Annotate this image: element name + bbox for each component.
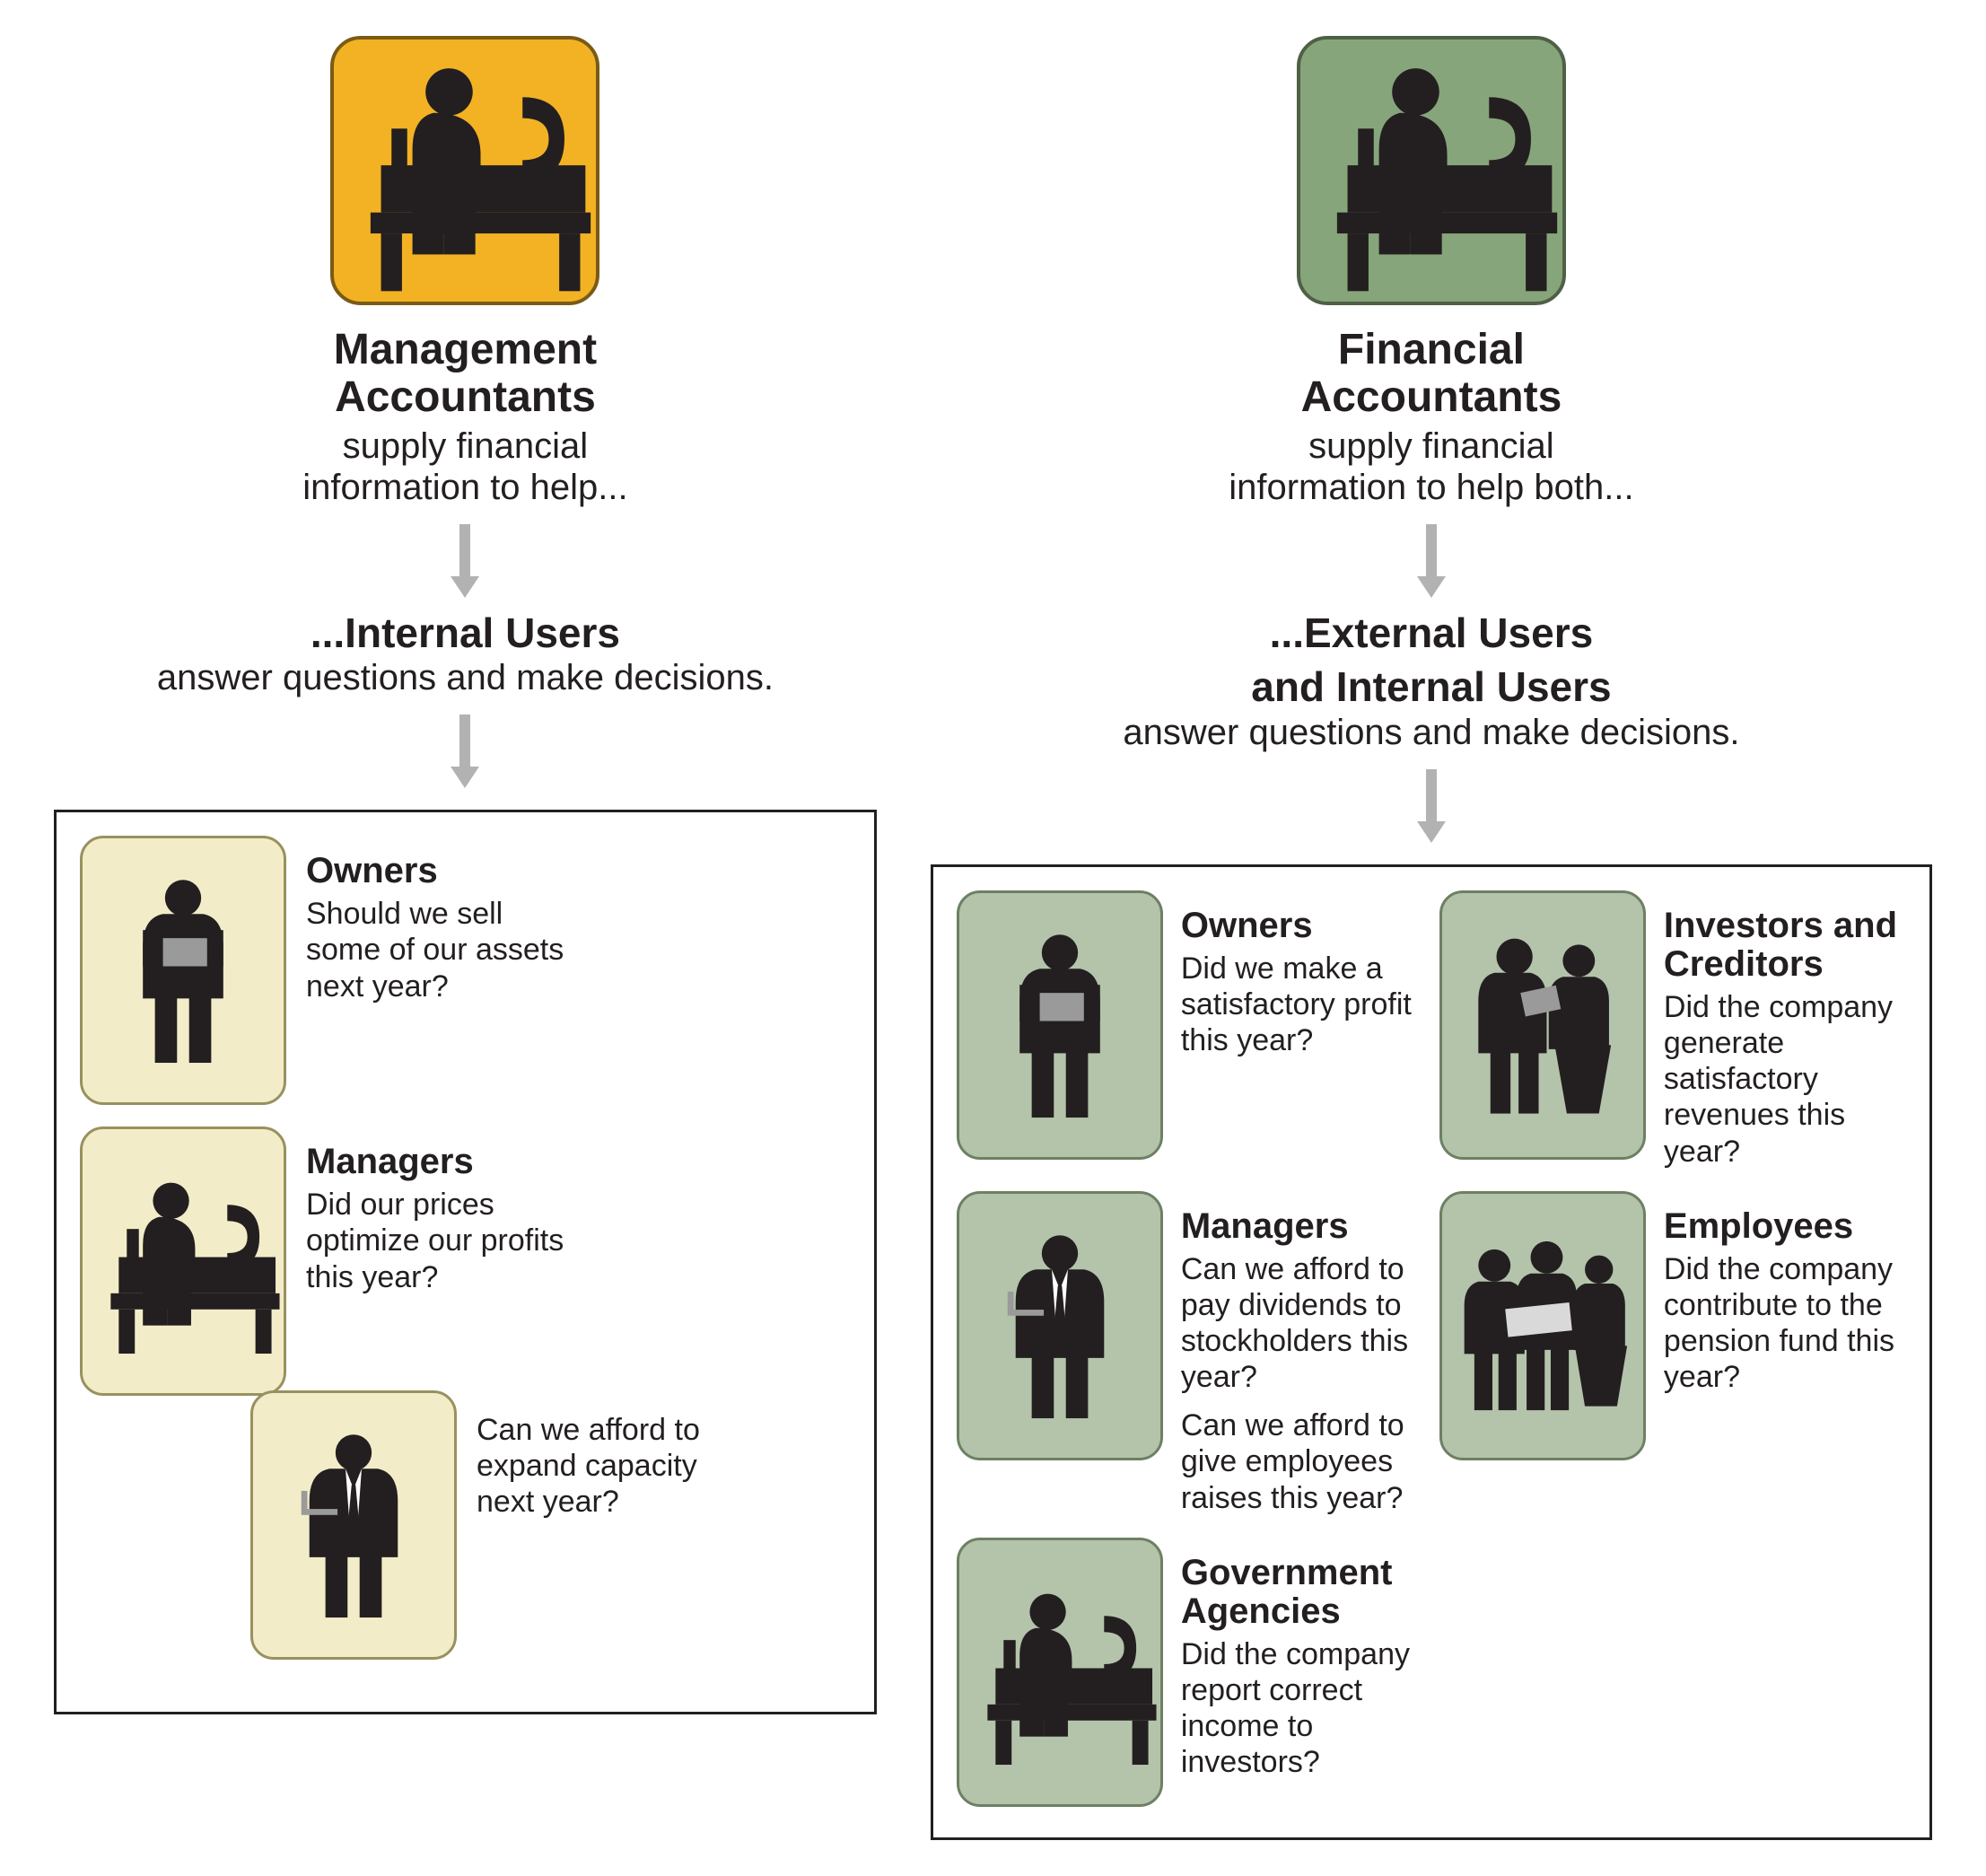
employees-title: Employees <box>1664 1207 1906 1246</box>
owners-title: Owners <box>1181 907 1423 945</box>
owners-title: Owners <box>306 852 575 890</box>
gov-desc: Did the company report correct income to… <box>1181 1636 1423 1780</box>
expand-row: Can we afford to expand capacity next ye… <box>250 1390 851 1660</box>
arrow-icon <box>1412 524 1451 600</box>
owners-icon <box>957 890 1163 1160</box>
management-header: Management Accountants supply financial … <box>302 327 627 508</box>
employees-icon <box>1439 1191 1646 1460</box>
external-users-sub: answer questions and make decisions. <box>1123 712 1739 753</box>
diagram-root: Management Accountants supply financial … <box>54 36 1932 1840</box>
financial-column: Financial Accountants supply financial i… <box>931 36 1932 1840</box>
gov-icon <box>957 1538 1163 1807</box>
management-icon <box>330 36 599 305</box>
internal-users-header: ...Internal Users answer questions and m… <box>157 610 774 699</box>
investors-cell: Investors and Creditors Did the company … <box>1439 890 1906 1170</box>
owners-icon <box>80 836 286 1105</box>
gov-cell: Government Agencies Did the company repo… <box>957 1538 1423 1807</box>
owners-row: Owners Should we sell some of our assets… <box>80 836 851 1105</box>
owners-desc: Should we sell some of our assets next y… <box>306 896 575 1004</box>
investors-title: Investors and Creditors <box>1664 907 1906 984</box>
financial-header: Financial Accountants supply financial i… <box>1229 327 1633 508</box>
financial-subtitle: supply financial information to help bot… <box>1229 425 1633 508</box>
managers-title: Managers <box>306 1143 575 1181</box>
managers-icon <box>80 1126 286 1396</box>
managers-desc: Did our prices optimize our profits this… <box>306 1187 575 1294</box>
arrow-icon <box>445 714 485 790</box>
gov-title: Government Agencies <box>1181 1554 1423 1631</box>
financial-title: Financial Accountants <box>1229 327 1633 422</box>
owners-cell: Owners Did we make a satisfactory profit… <box>957 890 1423 1170</box>
management-subtitle: supply financial information to help... <box>302 425 627 508</box>
expand-desc: Can we afford to expand capacity next ye… <box>477 1412 746 1520</box>
employees-desc: Did the company contribute to the pensio… <box>1664 1251 1906 1395</box>
external-users-panel: Owners Did we make a satisfactory profit… <box>931 864 1932 1840</box>
managers-cell: Managers Can we afford to pay dividends … <box>957 1191 1423 1516</box>
external-users-title: ...External Users <box>1123 610 1739 656</box>
managers-title: Managers <box>1181 1207 1423 1246</box>
investors-icon <box>1439 890 1646 1160</box>
expand-icon <box>250 1390 457 1660</box>
management-column: Management Accountants supply financial … <box>54 36 877 1714</box>
internal-users-sub: answer questions and make decisions. <box>157 657 774 698</box>
financial-icon <box>1297 36 1566 305</box>
managers-desc1: Can we afford to pay dividends to stockh… <box>1181 1251 1423 1395</box>
employees-cell: Employees Did the company contribute to … <box>1439 1191 1906 1516</box>
management-title: Management Accountants <box>302 327 627 422</box>
investors-desc: Did the company generate satisfactory re… <box>1664 989 1906 1170</box>
managers-icon <box>957 1191 1163 1460</box>
internal-users-title2: and Internal Users <box>1123 664 1739 710</box>
managers-desc2: Can we afford to give employees raises t… <box>1181 1407 1423 1515</box>
external-users-header: ...External Users and Internal Users ans… <box>1123 610 1739 753</box>
internal-users-panel: Owners Should we sell some of our assets… <box>54 810 877 1714</box>
arrow-icon <box>445 524 485 600</box>
arrow-icon <box>1412 769 1451 845</box>
internal-users-title: ...Internal Users <box>157 610 774 656</box>
managers-row: Managers Did our prices optimize our pro… <box>80 1126 851 1396</box>
owners-desc: Did we make a satisfactory profit this y… <box>1181 951 1423 1058</box>
